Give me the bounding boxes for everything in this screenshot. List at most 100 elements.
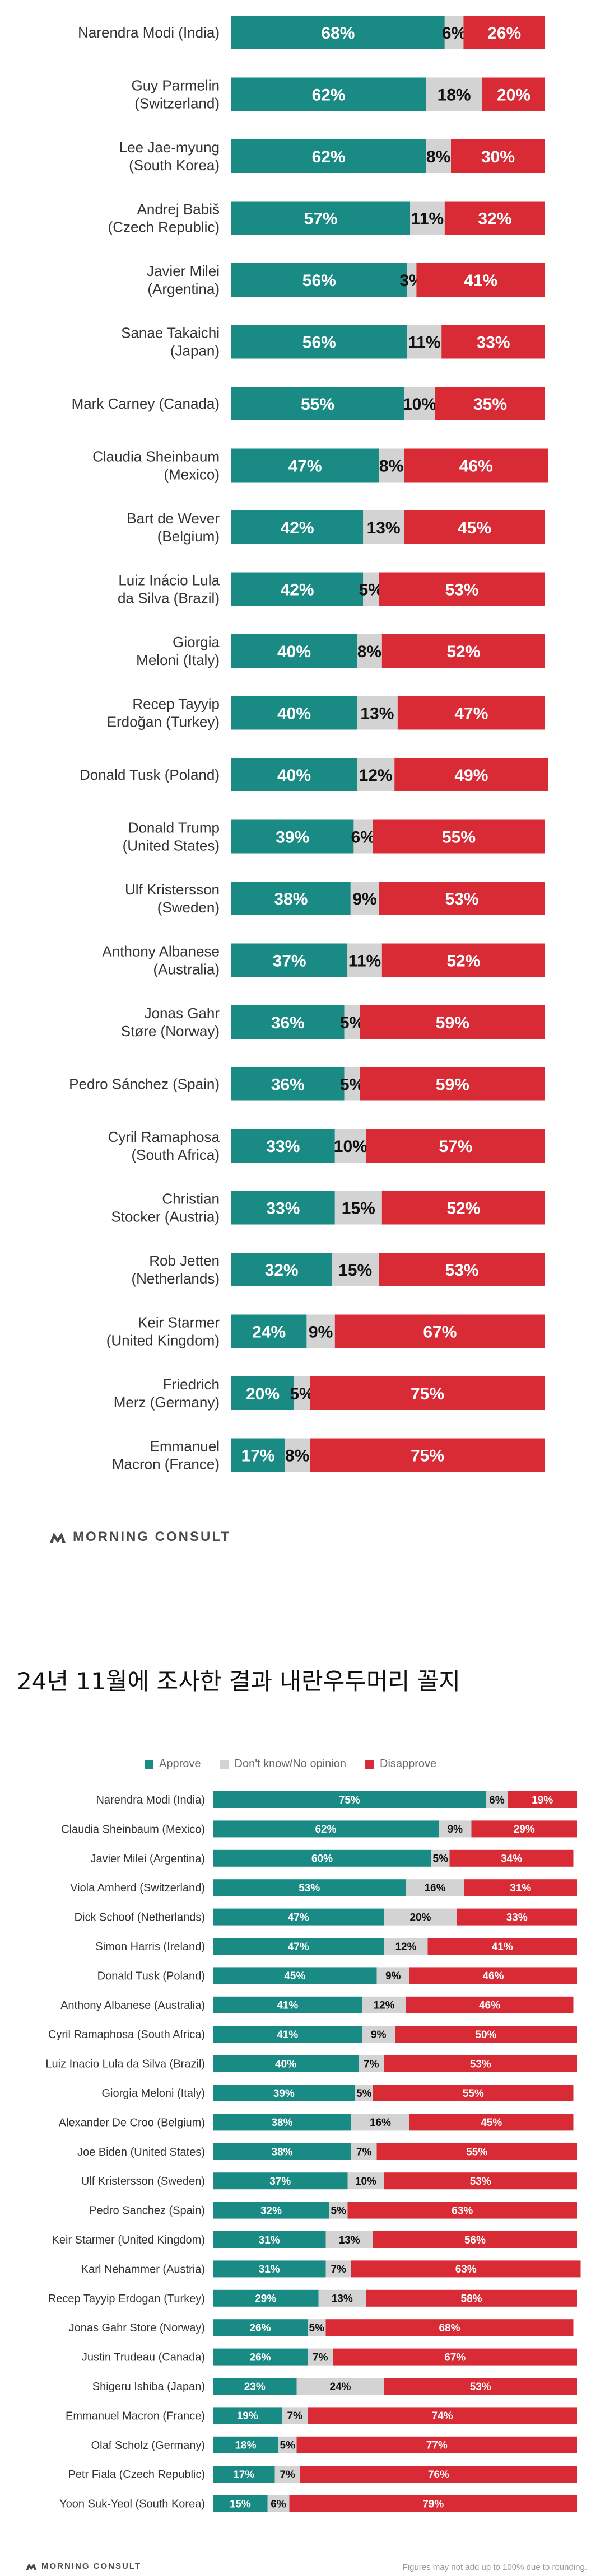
disapprove-bar: [373, 819, 545, 854]
no-opinion-bar: [357, 758, 395, 791]
legend-approve: Approve: [145, 1758, 201, 1771]
approve-bar: [231, 1129, 335, 1163]
approve-label: 38%: [271, 2147, 292, 2158]
approve-bar: [213, 2495, 268, 2512]
approve-label: 26%: [249, 2322, 271, 2334]
no-opinion-bar: [296, 2378, 384, 2395]
legend-label-approve: Approve: [159, 1758, 201, 1770]
approve-label: 36%: [271, 1075, 305, 1094]
disapprove-label: 49%: [454, 766, 488, 785]
no-opinion-bar: [407, 325, 442, 359]
no-opinion-bar: [426, 77, 482, 111]
disapprove-label: 68%: [439, 2322, 460, 2334]
disapprove-bar: [482, 77, 545, 111]
category-label: Ulf Kristersson (Sweden): [125, 881, 220, 916]
no-opinion-label: 6%: [351, 828, 375, 846]
disapprove-label: 47%: [454, 704, 488, 723]
disapprove-bar: [508, 1791, 577, 1808]
disapprove-bar: [384, 2378, 577, 2395]
chart-row: Jonas Gahr Støre (Norway) 36% 5% 59%: [121, 1005, 545, 1039]
disapprove-bar: [451, 139, 545, 173]
no-opinion-label: 6%: [442, 24, 466, 43]
disapprove-bar: [381, 1191, 545, 1225]
disapprove-bar: [444, 201, 545, 235]
page-caption: 24년 11월에 조사한 결과 내란우두머리 꼴지: [17, 1668, 460, 1695]
approve-bar: [213, 1996, 362, 2013]
legend-label-disapprove: Disapprove: [380, 1758, 437, 1770]
approve-label: 42%: [281, 519, 314, 537]
legend-swatch-disapprove: [365, 1759, 374, 1769]
no-opinion-label: 9%: [385, 1970, 401, 1982]
no-opinion-label: 8%: [285, 1446, 309, 1465]
approve-label: 41%: [277, 2000, 298, 2012]
approve-bar: [231, 943, 348, 977]
brand-name: MORNING CONSULT: [73, 1529, 231, 1544]
category-label: Simon Harris (Ireland): [95, 1941, 205, 1953]
disapprove-label: 33%: [477, 333, 510, 352]
disapprove-bar: [360, 1005, 545, 1039]
approve-label: 45%: [284, 1970, 305, 1982]
approve-bar: [213, 2202, 329, 2219]
no-opinion-bar: [357, 696, 398, 730]
no-opinion-bar: [308, 2348, 333, 2366]
approve-label: 36%: [271, 1014, 305, 1032]
approve-bar: [231, 1067, 345, 1101]
no-opinion-bar: [347, 2172, 384, 2190]
no-opinion-label: 5%: [309, 2322, 325, 2334]
no-opinion-bar: [325, 2260, 351, 2278]
disapprove-bar: [404, 448, 548, 483]
chart-row: Sanae Takaichi (Japan) 56% 11% 33%: [121, 325, 545, 359]
approve-bar: [213, 1967, 377, 1984]
category-label: Luiz Inácio Lula da Silva (Brazil): [118, 572, 220, 607]
disapprove-bar: [397, 696, 545, 730]
disapprove-bar: [373, 2231, 577, 2248]
approve-bar: [213, 1879, 406, 1896]
brand-name: MORNING CONSULT: [41, 2561, 142, 2571]
approve-label: 47%: [288, 1912, 309, 1923]
chart-row: Emmanuel Macron (France) 17% 8% 75%: [112, 1438, 545, 1472]
approve-bar: [213, 2348, 308, 2366]
no-opinion-label: 13%: [360, 704, 394, 723]
no-opinion-label: 8%: [357, 643, 381, 661]
no-opinion-label: 12%: [395, 1941, 416, 1953]
approve-bar: [213, 2026, 362, 2043]
approve-label: 56%: [302, 333, 336, 352]
approve-label: 26%: [249, 2352, 271, 2363]
disapprove-label: 26%: [487, 24, 521, 43]
approve-label: 32%: [260, 2205, 282, 2217]
category-label: Javier Milei (Argentina): [90, 1853, 205, 1865]
disapprove-label: 46%: [459, 457, 493, 475]
disapprove-label: 53%: [470, 2058, 491, 2070]
disapprove-bar: [394, 758, 548, 791]
approve-bar: [231, 77, 426, 111]
category-label: Narendra Modi (India): [78, 24, 220, 41]
disapprove-label: 58%: [460, 2293, 482, 2305]
disapprove-label: 79%: [422, 2498, 444, 2510]
approve-bar: [213, 2172, 348, 2190]
disapprove-bar: [360, 1067, 545, 1101]
approve-bar: [213, 2436, 278, 2453]
no-opinion-bar: [363, 510, 404, 544]
chart-row: Keir Starmer (United Kingdom) 31% 13% 56%: [52, 2231, 577, 2248]
chart-row: Yoon Suk-Yeol (South Korea) 15% 6% 79%: [59, 2495, 577, 2512]
morning-consult-brand-top: MORNING CONSULT: [49, 1529, 231, 1545]
chart-row: Pedro Sanchez (Spain) 32% 5% 63%: [89, 2202, 577, 2219]
chart-row: Alexander De Croo (Belgium) 38% 16% 45%: [59, 2114, 574, 2131]
approve-label: 37%: [273, 952, 306, 970]
approve-bar: [231, 1438, 285, 1472]
category-label: Andrej Babiš (Czech Republic): [108, 201, 220, 236]
no-opinion-bar: [410, 201, 445, 235]
category-label: Recep Tayyip Erdoğan (Turkey): [107, 696, 220, 730]
no-opinion-bar: [406, 1879, 464, 1896]
approve-bar: [231, 1253, 332, 1286]
disapprove-label: 75%: [411, 1446, 444, 1465]
no-opinion-label: 5%: [356, 2088, 372, 2100]
disapprove-label: 45%: [458, 519, 491, 537]
disapprove-bar: [347, 2202, 577, 2219]
no-opinion-label: 5%: [280, 2440, 296, 2452]
approve-label: 38%: [271, 2117, 292, 2129]
no-opinion-label: 9%: [371, 2029, 387, 2041]
no-opinion-bar: [282, 2407, 308, 2424]
chart-row: Claudia Sheinbaum (Mexico) 62% 9% 29%: [61, 1820, 577, 1838]
category-label: Emmanuel Macron (France): [66, 2410, 205, 2422]
